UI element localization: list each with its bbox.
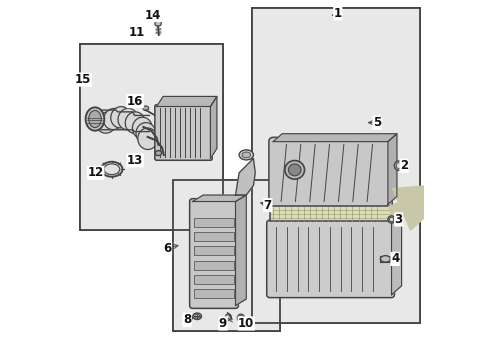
Ellipse shape: [118, 108, 138, 130]
FancyBboxPatch shape: [266, 220, 394, 298]
Polygon shape: [391, 214, 401, 295]
Ellipse shape: [395, 163, 400, 168]
Text: 11: 11: [128, 27, 145, 40]
Ellipse shape: [238, 316, 243, 320]
Ellipse shape: [237, 314, 244, 322]
Text: 15: 15: [75, 73, 91, 86]
Bar: [172, 180, 280, 330]
Text: 8: 8: [183, 313, 191, 327]
Ellipse shape: [380, 256, 389, 262]
Bar: [80, 44, 223, 230]
Bar: [251, 8, 419, 323]
Bar: [251, 8, 419, 323]
Bar: [194, 218, 233, 226]
Polygon shape: [387, 134, 396, 204]
Ellipse shape: [388, 217, 393, 222]
Bar: [251, 8, 419, 323]
Bar: [80, 44, 223, 230]
Bar: [269, 206, 391, 221]
Ellipse shape: [155, 150, 162, 156]
Text: 3: 3: [394, 213, 402, 226]
Polygon shape: [273, 134, 396, 141]
Polygon shape: [235, 158, 255, 195]
Bar: [194, 232, 233, 241]
Ellipse shape: [142, 106, 148, 111]
Ellipse shape: [85, 107, 104, 131]
Ellipse shape: [96, 112, 116, 133]
Text: 12: 12: [87, 166, 103, 179]
Ellipse shape: [288, 164, 301, 176]
FancyBboxPatch shape: [155, 105, 212, 160]
FancyArrow shape: [388, 183, 463, 230]
Text: 5: 5: [372, 116, 381, 129]
Bar: [194, 275, 233, 284]
Ellipse shape: [155, 21, 161, 26]
Polygon shape: [192, 195, 246, 202]
Polygon shape: [210, 96, 217, 158]
Bar: [194, 246, 233, 255]
Ellipse shape: [111, 107, 130, 128]
Ellipse shape: [104, 164, 120, 175]
Bar: [172, 180, 280, 330]
Ellipse shape: [285, 161, 304, 179]
Text: 1: 1: [333, 7, 341, 20]
Ellipse shape: [192, 313, 201, 319]
FancyBboxPatch shape: [268, 137, 391, 209]
Text: 14: 14: [144, 9, 161, 22]
FancyBboxPatch shape: [189, 199, 238, 309]
Bar: [194, 261, 233, 270]
Ellipse shape: [225, 314, 231, 320]
Text: 9: 9: [219, 317, 226, 330]
Bar: [172, 180, 280, 330]
Text: 2: 2: [399, 159, 407, 172]
Ellipse shape: [101, 162, 122, 177]
Text: 6: 6: [163, 242, 171, 255]
Bar: [80, 44, 223, 230]
Text: 4: 4: [390, 252, 398, 265]
Ellipse shape: [125, 112, 145, 133]
Ellipse shape: [239, 150, 253, 160]
Ellipse shape: [138, 128, 157, 149]
Ellipse shape: [394, 161, 402, 170]
Ellipse shape: [103, 108, 123, 130]
Text: 16: 16: [127, 95, 143, 108]
Ellipse shape: [387, 216, 394, 223]
Bar: [194, 289, 233, 298]
Text: 13: 13: [127, 154, 143, 167]
Ellipse shape: [242, 152, 250, 158]
Polygon shape: [235, 195, 246, 306]
Polygon shape: [156, 96, 217, 107]
Text: 10: 10: [238, 317, 254, 330]
Text: 7: 7: [263, 199, 271, 212]
Ellipse shape: [194, 315, 199, 318]
Ellipse shape: [132, 117, 152, 139]
Ellipse shape: [88, 111, 101, 128]
Ellipse shape: [136, 123, 155, 144]
